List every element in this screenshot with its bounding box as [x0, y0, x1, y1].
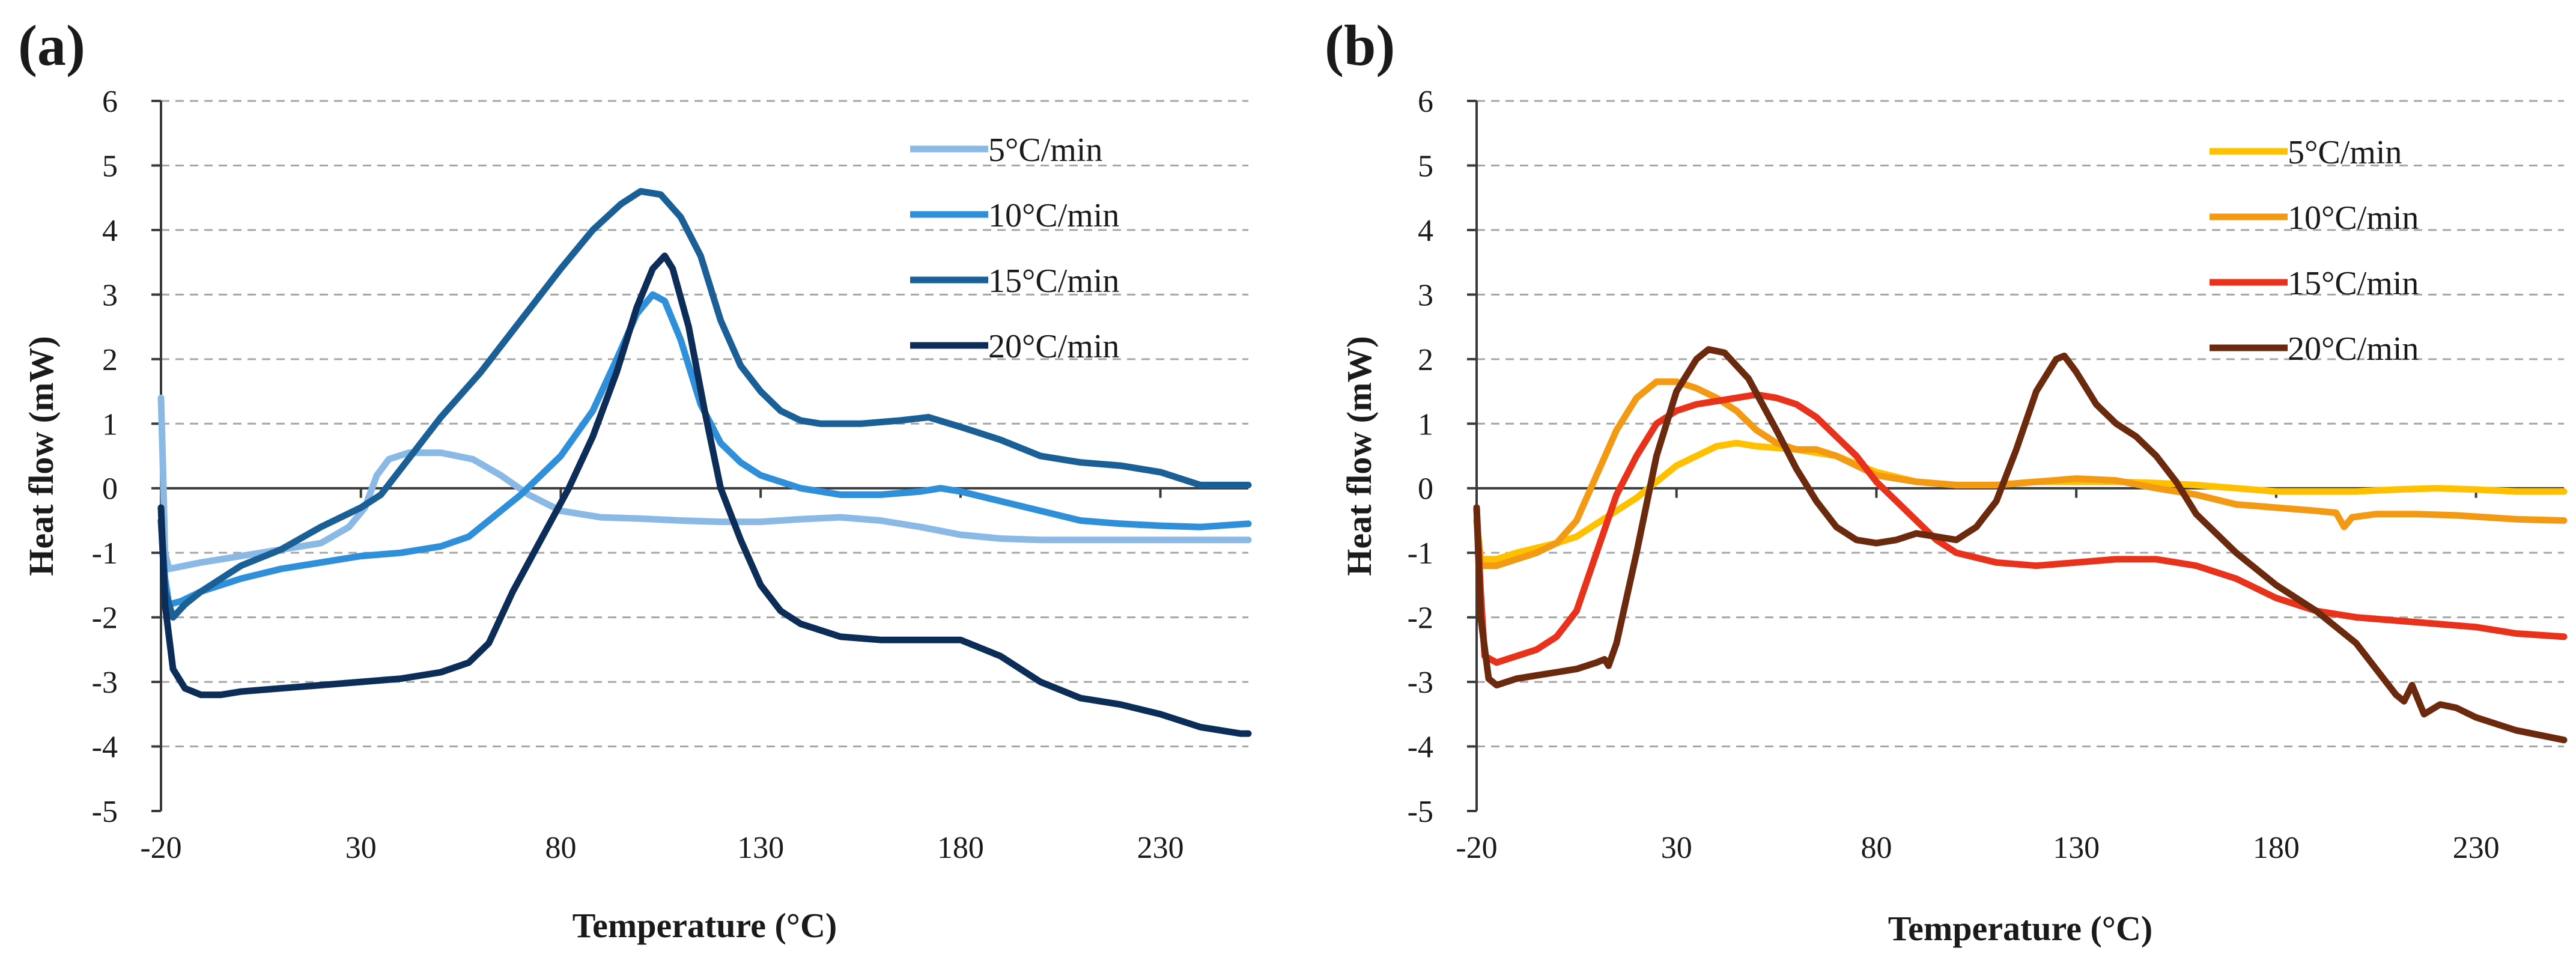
chart-a-series-line-2 [157, 291, 1252, 608]
chart-a-y-tick-label: -5 [92, 795, 118, 829]
chart-a-y-tick-label: -3 [92, 666, 118, 700]
chart-b-x-tick-label: 80 [1861, 831, 1892, 865]
chart-a-legend-label-4: 20°C/min [988, 328, 1119, 365]
chart-a-series-line-3 [157, 187, 1252, 621]
chart-a-x-tick-label: 30 [345, 831, 377, 865]
chart-b-legend-label-4: 20°C/min [2288, 330, 2419, 368]
chart-a-x-tick-label: 180 [937, 831, 984, 865]
chart-b-y-tick-label: -1 [1408, 536, 1433, 571]
chart-a-y-tick-label: 0 [102, 472, 118, 506]
chart-a-series-line-1 [157, 394, 1252, 573]
chart-a-legend-label-1: 5°C/min [988, 132, 1102, 169]
chart-a-y-tick-label: -2 [92, 601, 118, 636]
chart-b-x-axis-title: Temperature (°C) [1888, 909, 2152, 948]
chart-b-series-line-2 [1473, 378, 2568, 570]
chart-a-y-tick-label: 3 [102, 278, 118, 312]
chart-b-y-tick-label: 3 [1418, 278, 1433, 312]
chart-b-y-tick-label: -3 [1408, 666, 1433, 700]
chart-b-y-tick-label: -2 [1408, 601, 1433, 636]
chart-b-series-line-4 [1473, 346, 2568, 744]
panel-label-a: (a) [18, 13, 85, 77]
chart-a-y-tick-label: 1 [102, 407, 118, 442]
chart-b-x-tick-label: 30 [1661, 831, 1692, 865]
chart-b-legend-label-2: 10°C/min [2288, 199, 2419, 237]
heat-flow-chart-a: -5 -4 -3 -2 -1 0 1 2 3 4 5 6 -20 30 80 130 180 230 Tempera… [22, 85, 1252, 945]
chart-b-y-tick-label: -5 [1408, 795, 1433, 829]
chart-b-x-tick-label: 130 [2053, 831, 2100, 865]
chart-a-x-tick-label: 230 [1137, 831, 1184, 865]
panel-label-b: (b) [1325, 13, 1395, 77]
chart-a-y-tick-label: 2 [102, 343, 118, 377]
chart-b-y-tick-label: 5 [1418, 149, 1433, 183]
chart-b-y-axis-title: Heat flow (mW) [1340, 336, 1379, 576]
chart-a-y-tick-label: -4 [92, 731, 118, 765]
chart-a-y-tick-label: 5 [102, 149, 118, 183]
chart-b-y-tick-label: 4 [1418, 214, 1433, 248]
chart-b-y-tick-label: 2 [1418, 343, 1433, 377]
chart-b-legend-label-3: 15°C/min [2288, 265, 2419, 302]
chart-a-y-tick-label: -1 [92, 536, 118, 571]
chart-b-y-tick-label: 1 [1418, 407, 1433, 442]
chart-b-x-tick-label: 230 [2453, 831, 2500, 865]
chart-b-y-tick-label: 6 [1418, 85, 1433, 119]
chart-a-y-axis-title: Heat flow (mW) [22, 336, 61, 576]
chart-b-x-tick-label: -20 [1456, 831, 1497, 865]
chart-a-legend-label-2: 10°C/min [988, 197, 1119, 234]
chart-a-x-tick-label: 80 [545, 831, 576, 865]
chart-a-y-tick-label: 6 [102, 85, 118, 119]
chart-a-y-tick-label: 4 [102, 214, 118, 248]
chart-b-series-line-3 [1473, 391, 2568, 666]
chart-b-y-tick-label: -4 [1408, 731, 1433, 765]
chart-b-y-tick-label: 0 [1418, 472, 1433, 506]
chart-a-legend-label-3: 15°C/min [988, 263, 1119, 300]
chart-a-x-tick-label: 130 [737, 831, 784, 865]
chart-b-legend-label-1: 5°C/min [2288, 134, 2402, 171]
chart-a-series-line-4 [157, 252, 1252, 737]
chart-b-x-tick-label: 180 [2253, 831, 2300, 865]
chart-a-x-tick-label: -20 [140, 831, 181, 865]
chart-a-x-axis-title: Temperature (°C) [573, 906, 837, 945]
heat-flow-chart-b: -5 -4 -3 -2 -1 0 1 2 3 4 5 6 -20 30 80 130 180 230 Tempera… [1340, 85, 2568, 948]
